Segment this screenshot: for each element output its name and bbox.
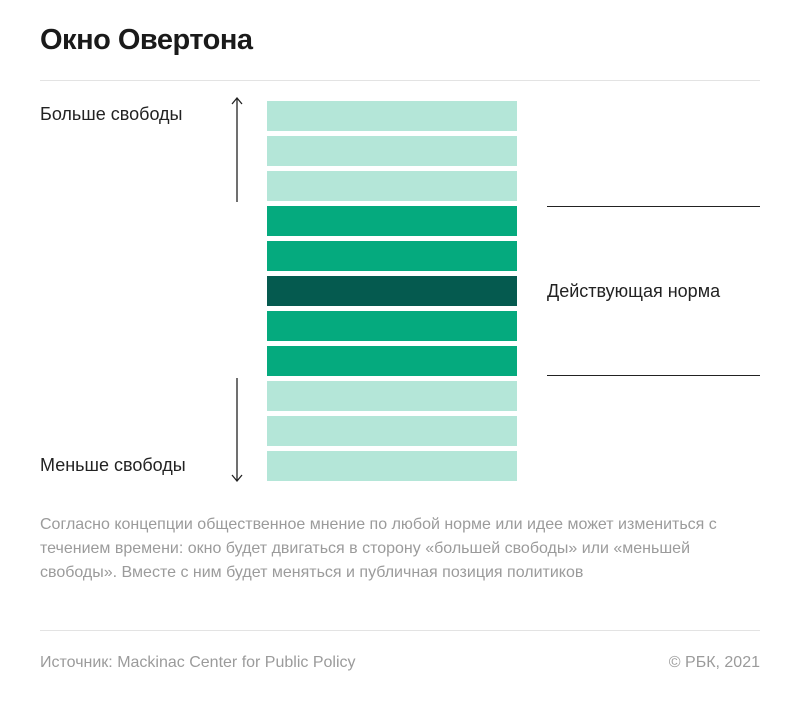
source-text: Источник: Mackinac Center for Public Pol… <box>40 654 356 671</box>
norm-lower-line <box>547 375 760 376</box>
band-light <box>267 101 517 131</box>
arrow-up-icon <box>229 96 245 204</box>
band-light <box>267 171 517 201</box>
band-light <box>267 381 517 411</box>
current-norm-label: Действующая норма <box>547 281 721 301</box>
top-divider <box>40 80 760 81</box>
arrow-down-icon <box>229 378 245 484</box>
band-light <box>267 136 517 166</box>
copyright-text: © РБК, 2021 <box>668 654 760 671</box>
bottom-divider <box>40 630 760 631</box>
overton-window-scale <box>267 101 517 486</box>
band-medium <box>267 206 517 236</box>
band-medium <box>267 311 517 341</box>
page-title: Окно Овертона <box>40 24 253 56</box>
band-light <box>267 451 517 481</box>
more-freedom-label: Больше свободы <box>40 104 183 124</box>
band-medium <box>267 241 517 271</box>
description-text: Согласно концепции общественное мнение п… <box>40 516 717 581</box>
band-light <box>267 416 517 446</box>
less-freedom-label: Меньше свободы <box>40 455 186 475</box>
band-dark <box>267 276 517 306</box>
norm-upper-line <box>547 206 760 207</box>
band-medium <box>267 346 517 376</box>
